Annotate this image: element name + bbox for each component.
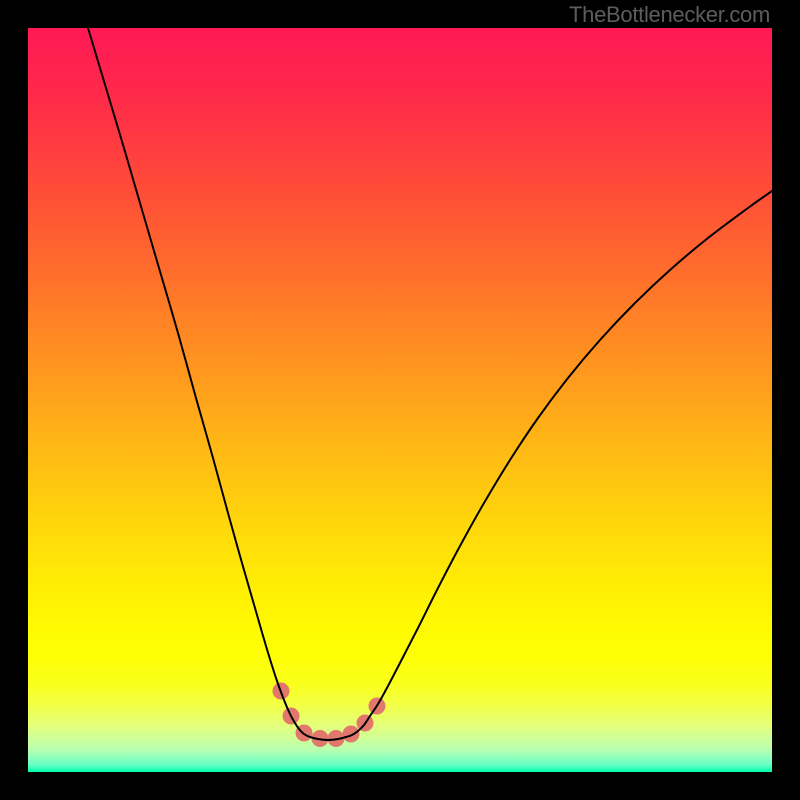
watermark-text: TheBottlenecker.com xyxy=(569,2,770,28)
chart-frame xyxy=(28,28,772,772)
chart-svg xyxy=(28,28,772,772)
